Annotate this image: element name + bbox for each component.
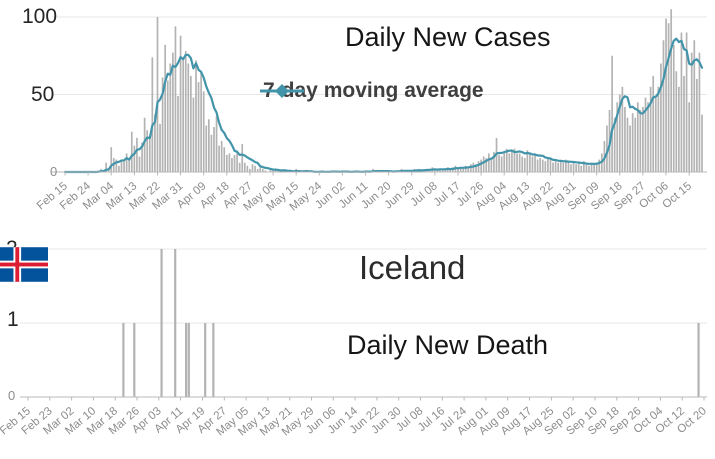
cases-y-label-0: 0 [50,164,58,179]
deaths-chart-title: Daily New Death [347,330,549,360]
iceland-flag-icon [0,247,48,282]
country-label: Iceland [359,249,466,286]
moving-average-legend-label: 7-day moving average [263,79,484,102]
deaths-y-label-0: 0 [8,388,16,403]
moving-average-legend: 7-day moving average [258,79,484,103]
cases-y-label-50: 50 [31,83,55,106]
cases-y-label-100: 100 [22,5,58,28]
deaths-y-label-1: 1 [7,308,19,331]
cases-chart-title: Daily New Cases [345,22,551,52]
moving-average-line-icon [260,84,304,98]
